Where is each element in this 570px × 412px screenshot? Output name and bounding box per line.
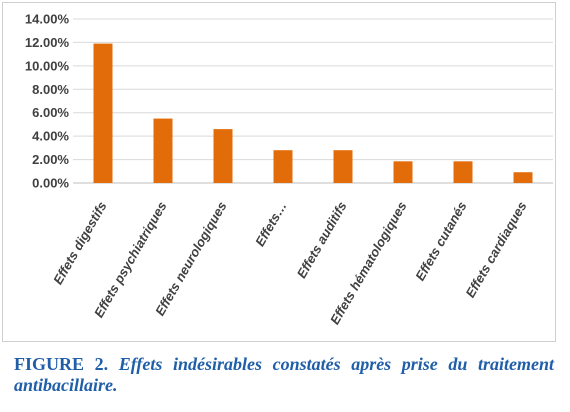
bar xyxy=(513,172,533,183)
y-tick-label: 0.00% xyxy=(32,176,69,191)
x-tick-label: Effets cardiaques xyxy=(463,199,530,300)
chart-frame: 0.00% 2.00% 4.00% 6.00% 8.00% 10.00% 12.00% 14.… xyxy=(2,2,556,342)
figure-caption-text: Effets indésirables constatés après pris… xyxy=(14,354,554,395)
bar xyxy=(393,161,413,183)
x-tick-label: Effets neurologiques xyxy=(152,199,230,318)
y-tick-label: 10.00% xyxy=(25,58,70,73)
bar xyxy=(213,129,233,183)
x-tick-label: Effets digestifs xyxy=(50,199,109,287)
y-tick-label: 6.00% xyxy=(32,105,69,120)
y-tick-label: 8.00% xyxy=(32,82,69,97)
bar xyxy=(153,118,173,183)
y-tick-label: 4.00% xyxy=(32,129,69,144)
bar-chart: 0.00% 2.00% 4.00% 6.00% 8.00% 10.00% 12.00% 14.… xyxy=(25,12,553,327)
y-tick-label: 12.00% xyxy=(25,35,70,50)
y-tick-label: 14.00% xyxy=(25,12,70,27)
x-tick-label: Effets auditifs xyxy=(294,199,350,281)
bar xyxy=(333,150,353,183)
bar xyxy=(93,43,113,183)
figure-caption: FIGURE 2. Effets indésirables constatés … xyxy=(14,354,554,396)
x-tick-label: Effets cutanés xyxy=(412,199,469,283)
y-tick-label: 2.00% xyxy=(32,152,69,167)
figure-label: FIGURE 2. xyxy=(14,354,109,374)
bar xyxy=(453,161,473,183)
bar xyxy=(273,150,293,183)
x-tick-label: Effets… xyxy=(252,199,289,249)
